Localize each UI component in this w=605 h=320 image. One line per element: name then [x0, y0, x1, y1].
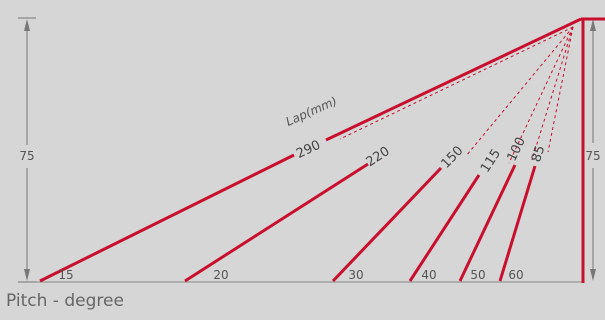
- lap-label-6: 85: [529, 144, 548, 164]
- rafter-1: [39, 17, 582, 283]
- right-dimension-label: 75: [585, 149, 600, 163]
- pitch-label-5: 50: [470, 268, 485, 282]
- rafter-4: [408, 174, 481, 282]
- rafter-6: [498, 165, 537, 282]
- right-dimension-arrow: [590, 19, 596, 281]
- rafter-3: [331, 166, 443, 283]
- lap-label-3: 150: [438, 143, 466, 171]
- diagram-canvas: 75 75 Lap(mm) 290: [18, 17, 605, 283]
- lap-label-2: 220: [364, 144, 393, 170]
- pitch-label-3: 30: [348, 268, 363, 282]
- dashed-guides: [339, 26, 574, 164]
- rafter-5: [458, 164, 517, 282]
- lap-title: Lap(mm): [284, 94, 339, 129]
- pitch-caption: Pitch - degree: [6, 291, 124, 311]
- pitch-label-6: 60: [508, 268, 523, 282]
- left-dimension-arrow: [18, 17, 36, 283]
- rafter-2: [184, 162, 369, 283]
- lap-label-5: 100: [505, 135, 529, 164]
- lap-label-1: 290: [294, 138, 323, 162]
- pitch-label-2: 20: [213, 268, 228, 282]
- pitch-label-1: 15: [58, 268, 73, 282]
- lap-label-4: 115: [478, 147, 504, 176]
- pitch-label-4: 40: [421, 268, 436, 282]
- left-dimension-label: 75: [19, 149, 34, 163]
